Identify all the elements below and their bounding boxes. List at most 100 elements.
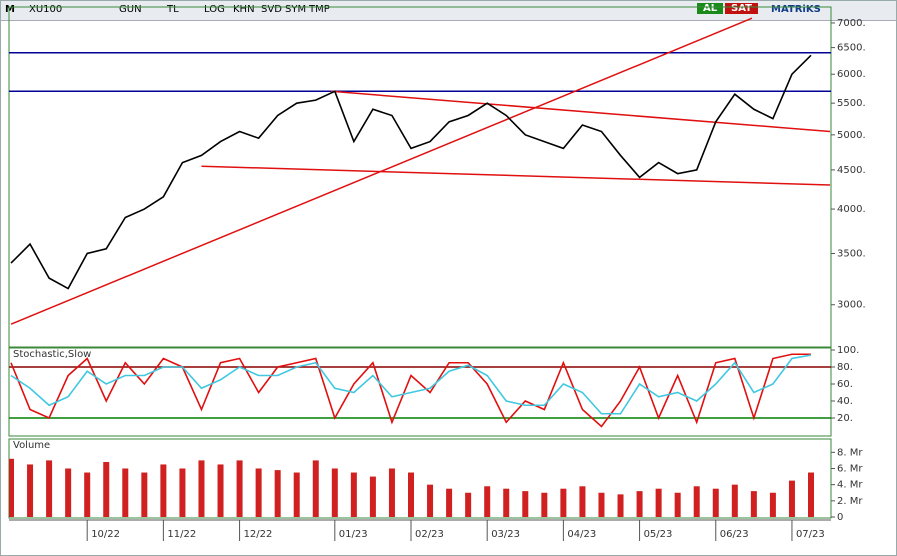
volume-bar — [388, 468, 395, 517]
panel-frame — [8, 438, 832, 519]
volume-bar — [693, 486, 700, 517]
y-tick-label: 3500. — [837, 248, 866, 259]
volume-bar — [27, 464, 34, 517]
toolbar-button[interactable]: TL — [167, 4, 179, 15]
volume-bar — [769, 492, 776, 517]
volume-bar — [731, 484, 738, 517]
x-tick-label: 11/22 — [167, 529, 196, 540]
plot-area — [9, 458, 814, 517]
y-tick-label: 80. — [837, 362, 853, 373]
buy-button[interactable]: AL — [697, 3, 724, 14]
volume-bar — [293, 472, 300, 517]
x-tick-label: 05/23 — [644, 529, 673, 540]
volume-bar — [103, 462, 110, 517]
volume-bar — [617, 494, 624, 517]
y-tick-label: 40. — [837, 396, 853, 407]
volume-bar — [84, 472, 91, 517]
volume-bar — [179, 468, 186, 517]
volume-bar — [141, 472, 148, 517]
volume-bar — [750, 491, 757, 517]
y-tick-label: 8. Mr — [837, 447, 863, 458]
panel-frame — [8, 6, 832, 348]
x-tick-label: 01/23 — [339, 529, 368, 540]
y-tick-label: 5000. — [837, 130, 866, 141]
x-tick-label: 04/23 — [567, 529, 596, 540]
volume-bar — [522, 491, 529, 517]
volume-bar — [350, 472, 357, 517]
plot-area — [9, 17, 831, 325]
data-line — [10, 54, 812, 290]
toolbar-button[interactable]: TMP — [309, 4, 330, 15]
toolbar-button[interactable]: SVD — [261, 4, 282, 15]
y-tick-label: 6. Mr — [837, 463, 863, 474]
volume-bar — [160, 464, 167, 517]
toolbar-button[interactable]: KHN — [233, 4, 255, 15]
data-line — [10, 353, 811, 428]
toolbar-button[interactable]: LOG — [204, 4, 225, 15]
y-tick-label: 6500. — [837, 43, 866, 54]
volume-bar — [674, 492, 681, 517]
sell-button[interactable]: SAT — [725, 3, 758, 14]
volume-bar — [312, 460, 319, 517]
toolbar-button[interactable]: SYM — [285, 4, 307, 15]
volume-bar — [655, 488, 662, 517]
volume-bar — [560, 488, 567, 517]
y-tick-label: 4. Mr — [837, 480, 863, 491]
y-tick-label: 7000. — [837, 18, 866, 29]
toolbar-button[interactable]: GUN — [119, 4, 142, 15]
volume-bar — [236, 460, 243, 517]
volume-bar — [122, 468, 129, 517]
volume-bar — [484, 486, 491, 517]
x-tick-label: 10/22 — [91, 529, 120, 540]
x-tick-label: 12/22 — [244, 529, 273, 540]
y-tick-label: 5500. — [837, 98, 866, 109]
y-tick-label: 4000. — [837, 204, 866, 215]
volume-bar — [636, 491, 643, 517]
y-tick-label: 3000. — [837, 300, 866, 311]
y-tick-label: 0 — [837, 512, 843, 523]
y-tick-label: 6000. — [837, 69, 866, 80]
volume-bar — [712, 488, 719, 517]
volume-bar — [9, 458, 14, 517]
volume-bar — [65, 468, 72, 517]
toolbar-button[interactable]: XU100 — [29, 4, 63, 15]
x-tick-label: 06/23 — [720, 529, 749, 540]
volume-bar — [46, 460, 53, 517]
volume-bar — [465, 492, 472, 517]
x-tick-label: 03/23 — [491, 529, 520, 540]
volume-bar — [503, 488, 510, 517]
y-tick-label: 4500. — [837, 165, 866, 176]
toolbar-button: M — [5, 4, 15, 15]
y-tick-label: 2. Mr — [837, 496, 863, 507]
volume-bar — [408, 472, 414, 517]
y-tick-label: 60. — [837, 379, 853, 390]
volume-bar — [427, 484, 434, 517]
volume-bar — [808, 472, 814, 517]
volume-bar — [788, 480, 795, 517]
panel-title: Volume — [13, 440, 50, 451]
volume-bar — [446, 488, 453, 517]
volume-bar — [369, 476, 376, 517]
volume-bar — [598, 492, 605, 517]
trend-line — [330, 90, 831, 133]
toolbar: M XU100 GUN TL LOG KHN SVD SYM TMP AL SAT MATRiKS — [1, 1, 896, 21]
volume-bar — [274, 470, 281, 517]
plot-area — [9, 353, 831, 428]
volume-bar — [198, 460, 205, 517]
volume-bar — [255, 468, 262, 517]
y-tick-label: 100. — [837, 345, 859, 356]
panel-frame — [8, 347, 832, 437]
volume-bar — [331, 468, 338, 517]
volume-bar — [541, 492, 548, 517]
volume-bar — [579, 486, 586, 517]
volume-bar — [217, 464, 224, 517]
x-tick-label: 02/23 — [415, 529, 444, 540]
brand: MATRiKS — [771, 4, 821, 15]
panel-title: Stochastic,Slow — [13, 349, 91, 360]
trend-line — [201, 165, 831, 186]
data-line — [10, 354, 812, 415]
y-tick-label: 20. — [837, 413, 853, 424]
x-tick-label: 07/23 — [796, 529, 825, 540]
